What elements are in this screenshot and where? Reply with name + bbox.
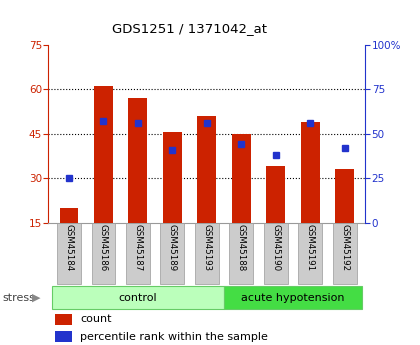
Text: GDS1251 / 1371042_at: GDS1251 / 1371042_at	[111, 22, 267, 36]
Bar	[335, 169, 354, 223]
Text: GSM45191: GSM45191	[306, 224, 315, 272]
Text: GSM45188: GSM45188	[237, 224, 246, 272]
FancyBboxPatch shape	[57, 223, 81, 284]
Text: stress: stress	[2, 293, 35, 303]
Bar	[301, 122, 320, 223]
FancyBboxPatch shape	[126, 223, 150, 284]
Text: GSM45186: GSM45186	[99, 224, 108, 272]
Bar	[129, 98, 147, 223]
FancyBboxPatch shape	[52, 286, 224, 309]
FancyBboxPatch shape	[160, 223, 184, 284]
FancyBboxPatch shape	[264, 223, 288, 284]
Bar	[163, 132, 182, 223]
Bar	[266, 166, 285, 223]
Text: GSM45192: GSM45192	[340, 224, 349, 272]
FancyBboxPatch shape	[224, 286, 362, 309]
Bar	[55, 314, 72, 325]
FancyBboxPatch shape	[298, 223, 322, 284]
Bar	[94, 86, 113, 223]
FancyBboxPatch shape	[195, 223, 219, 284]
Text: GSM45193: GSM45193	[202, 224, 211, 272]
Text: percentile rank within the sample: percentile rank within the sample	[80, 332, 268, 342]
Text: ▶: ▶	[32, 293, 41, 303]
Text: GSM45190: GSM45190	[271, 224, 280, 272]
FancyBboxPatch shape	[229, 223, 253, 284]
Bar	[197, 116, 216, 223]
Text: GSM45189: GSM45189	[168, 224, 177, 272]
Text: GSM45187: GSM45187	[134, 224, 142, 272]
FancyBboxPatch shape	[92, 223, 116, 284]
Text: control: control	[118, 293, 157, 303]
FancyBboxPatch shape	[333, 223, 357, 284]
Bar	[60, 208, 79, 223]
Text: GSM45184: GSM45184	[65, 224, 73, 272]
Bar	[232, 134, 251, 223]
Bar	[55, 331, 72, 342]
Text: acute hypotension: acute hypotension	[241, 293, 345, 303]
Text: count: count	[80, 315, 112, 324]
